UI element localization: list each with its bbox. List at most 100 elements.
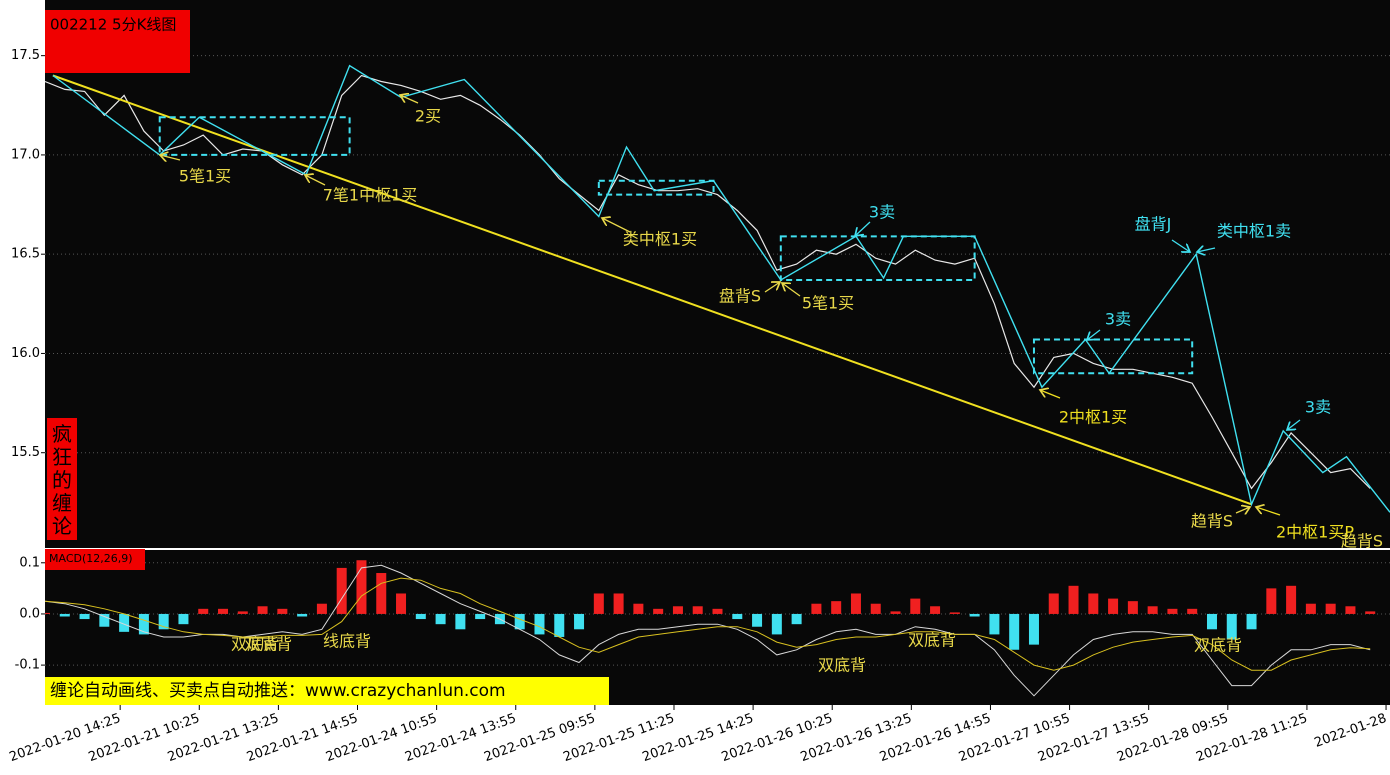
macd-bar [574,613,585,630]
macd-bar [771,613,782,635]
y-tick-label: 16.0 [11,346,40,361]
macd-bar [593,593,604,614]
annotation-arrow [602,218,631,233]
y-tick-label: -0.1 [15,658,40,673]
macd-bar [1325,603,1336,614]
annotation: 盘背S [719,287,761,306]
annotation-arrow [1171,239,1190,252]
annotation: 2中枢1买 [1059,408,1127,427]
side-box [47,418,77,540]
macd-bar [692,606,703,614]
annotation: 趋背S [1191,512,1233,531]
annotation-arrow [400,95,419,104]
macd-bar [850,593,861,614]
macd-bar [316,603,327,614]
macd-title: MACD(12,26,9) [49,552,133,565]
macd-bar [138,613,149,635]
macd-bar [1147,606,1158,614]
macd-bar [158,613,169,630]
price-panel [45,0,1390,548]
annotation: 3卖 [1305,398,1331,417]
annotation: 5笔1买 [802,294,854,313]
annotation: 双底背 [1194,636,1242,655]
annotation-arrow [1197,248,1216,252]
macd-bar [969,613,980,617]
annotation-arrow [764,282,780,293]
macd-bar [554,613,565,637]
annotation: 5笔1买 [179,167,231,186]
macd-bar [1108,598,1119,614]
macd-bar [672,606,683,614]
banner: 缠论自动画线、买卖点自动推送：www.crazychanlun.com [50,681,506,701]
annotation: 3卖 [1105,310,1131,329]
macd-bar [732,613,743,620]
macd-bar [1028,613,1039,645]
macd-bar [119,613,130,632]
annotation: 类中枢1买 [623,230,697,249]
macd-bar [514,613,525,630]
macd-bar [1048,593,1059,614]
center-box [158,116,351,156]
center-box [597,179,715,196]
trend-line [52,74,1252,506]
macd-bar [1226,613,1237,640]
annotation-arrow [782,283,801,297]
macd-bar [534,613,545,635]
annotation: 线底背 [323,632,371,651]
y-tick-label: 17.5 [11,48,40,63]
macd-bar [930,606,941,614]
macd-bar [237,611,248,614]
macd-bar [712,608,723,614]
macd-bar [297,613,308,617]
annotation-arrow [1256,507,1281,516]
macd-bar [99,613,110,627]
annotation: 盘背J [1135,215,1172,234]
macd-bar [336,567,347,614]
macd-bar [1305,603,1316,614]
macd-bar [1206,613,1217,630]
y-tick-label: 16.5 [11,247,40,262]
macd-bar [1286,585,1297,614]
annotation-arrow [1040,390,1061,399]
annotation: 3卖 [869,203,895,222]
macd-bar [435,613,446,625]
annotation-arrow [305,175,326,186]
center-box [1032,338,1194,375]
macd-line [45,577,1371,671]
annotation: 类中枢1卖 [1217,222,1291,241]
macd-bar [59,613,70,617]
macd-bar [1088,593,1099,614]
macd-bar [178,613,189,625]
macd-line [45,564,1371,697]
annotation: 双底背 [244,635,292,654]
annotation-arrow [855,221,871,236]
macd-bar [949,612,960,614]
macd-bar [811,603,822,614]
macd-bar [376,573,387,614]
macd-bar [1009,613,1020,650]
macd-bar [277,608,288,614]
chart-title: 002212 5分K线图 [50,16,176,34]
macd-bar [1266,588,1277,614]
macd-bar [455,613,466,630]
macd-bar [1127,601,1138,614]
macd-bar [257,606,268,614]
macd-bar [1187,608,1198,614]
macd-plot [45,560,1390,697]
macd-bar [1167,608,1178,614]
macd-bar [831,601,842,614]
macd-bar [1345,606,1356,614]
macd-bar [396,593,407,614]
macd-bar [989,613,1000,635]
annotation: 2买 [415,107,441,126]
macd-bar [752,613,763,627]
macd-bar [475,613,486,620]
y-tick-label: 15.5 [11,445,40,460]
y-tick-label: 17.0 [11,147,40,162]
side-label: 疯狂的缠论 [52,422,72,538]
macd-title-box [45,549,145,570]
annotation: 双底背 [231,635,279,654]
annotation: 7笔1中枢1买 [323,186,418,205]
annotation-arrow [1235,507,1250,513]
